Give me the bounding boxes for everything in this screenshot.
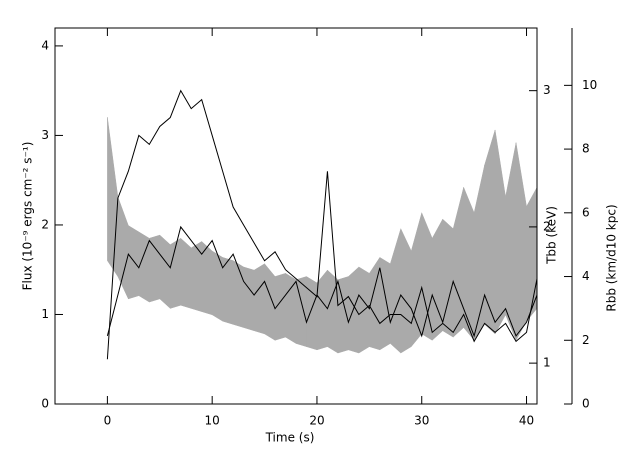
y-tick-label: 3 [41, 128, 49, 142]
radius-band [159, 234, 171, 309]
band-layer [107, 117, 538, 354]
radius-band [484, 129, 496, 335]
y-tick-label: 2 [41, 217, 49, 231]
radius-band [505, 142, 517, 341]
radius-band [452, 187, 464, 338]
y2-tick-label: 10 [582, 78, 597, 92]
y3-tick-label: 1 [543, 356, 551, 370]
x-tick-label: 30 [414, 414, 429, 428]
radius-band [431, 219, 443, 341]
radius-band [232, 260, 244, 328]
x-tick-label: 10 [205, 414, 220, 428]
radius-band [128, 225, 140, 300]
radius-band [411, 212, 422, 348]
x-axis-label: Time (s) [265, 431, 315, 445]
temperature-line [106, 225, 538, 338]
radius-band [421, 212, 433, 341]
radius-band [117, 196, 129, 299]
radius-band [107, 117, 119, 278]
flux-line [106, 89, 538, 360]
y3-axis-label: Tbb (keV) [545, 206, 559, 265]
radius-band [306, 276, 318, 351]
radius-band [222, 257, 234, 325]
x-tick-label: 0 [104, 414, 112, 428]
y2-tick-label: 2 [582, 333, 590, 347]
y-tick-label: 1 [41, 307, 49, 321]
y2-tick-label: 4 [582, 269, 590, 283]
y-axis-label: Flux (10⁻⁹ ergs cm⁻² s⁻¹) [21, 142, 35, 291]
radius-band [149, 234, 161, 303]
radius-band [138, 231, 150, 303]
radius-band [264, 263, 276, 341]
radius-band [400, 228, 412, 354]
y3-tick-label: 3 [543, 83, 551, 97]
radius-band [243, 266, 255, 332]
y2-tick-label: 0 [582, 397, 590, 411]
radius-band [494, 129, 506, 335]
plot-frame [54, 27, 538, 405]
radius-band [442, 218, 454, 338]
radius-band [253, 263, 265, 335]
y-tick-label: 0 [41, 397, 49, 411]
radius-band [211, 250, 223, 322]
y2-tick-label: 6 [582, 205, 590, 219]
radius-band [379, 256, 391, 351]
x-tick-label: 20 [309, 414, 324, 428]
radius-band [526, 187, 538, 322]
y3-tick-label: 2 [543, 219, 551, 233]
y2-tick-label: 8 [582, 142, 590, 156]
radius-band [390, 228, 402, 354]
radius-band [515, 142, 527, 341]
y2-axis-label: Rbb (km/d10 kpc) [605, 204, 619, 311]
radius-band [180, 237, 192, 309]
y-tick-label: 4 [41, 38, 49, 52]
x-tick-label: 40 [519, 414, 534, 428]
